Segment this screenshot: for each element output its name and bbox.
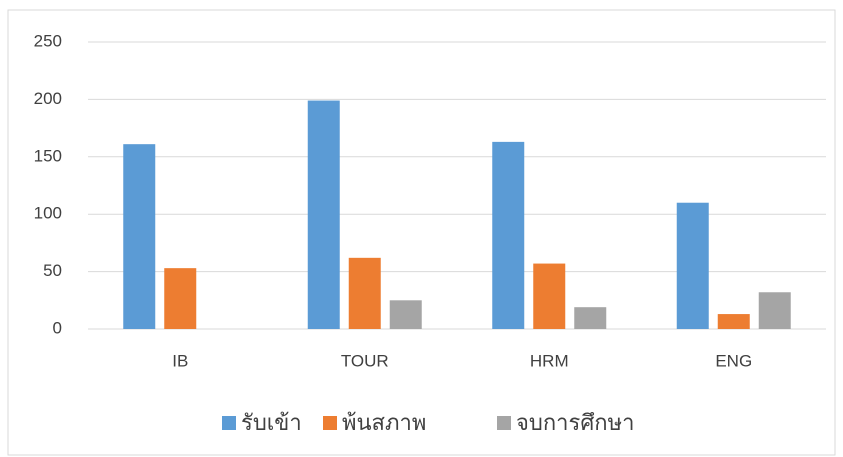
bar <box>164 268 197 329</box>
x-tick-label: HRM <box>530 351 569 370</box>
y-tick-label: 250 <box>34 31 62 50</box>
bar <box>758 292 791 329</box>
legend-swatch <box>497 416 511 430</box>
y-tick-label: 0 <box>53 318 62 337</box>
y-tick-label: 100 <box>34 204 62 223</box>
legend-label: รับเข้า <box>241 410 302 435</box>
y-tick-label: 150 <box>34 146 62 165</box>
legend-swatch <box>323 416 337 430</box>
bar <box>676 202 709 329</box>
x-tick-label: ENG <box>715 351 752 370</box>
bar <box>348 257 381 329</box>
bar <box>389 300 422 329</box>
x-tick-label: IB <box>172 351 188 370</box>
x-tick-label: TOUR <box>341 351 389 370</box>
bar <box>123 144 156 329</box>
legend-label: จบการศึกษา <box>516 410 635 435</box>
bar <box>717 314 750 329</box>
bar <box>574 307 607 329</box>
bar <box>533 263 566 329</box>
y-tick-label: 200 <box>34 89 62 108</box>
bar <box>492 141 525 329</box>
bar <box>307 100 340 329</box>
legend-swatch <box>222 416 236 430</box>
y-tick-label: 50 <box>43 261 62 280</box>
legend-label: พ้นสภาพ <box>342 410 426 435</box>
